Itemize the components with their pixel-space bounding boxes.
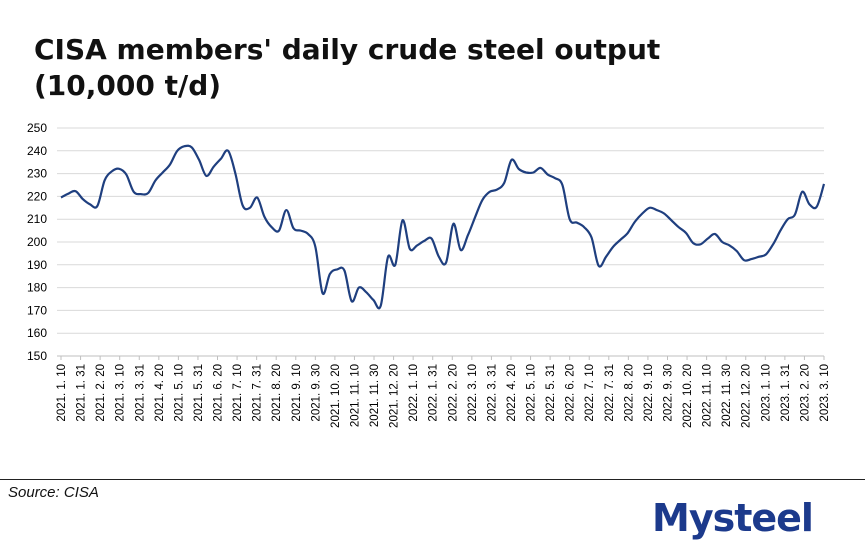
x-tick-label: 2021. 2. 20 xyxy=(95,364,107,422)
y-tick-label: 170 xyxy=(27,303,47,317)
y-tick-label: 150 xyxy=(27,349,47,363)
x-tick-label: 2021. 9. 10 xyxy=(291,364,303,422)
y-tick-label: 210 xyxy=(27,212,47,226)
x-tick-label: 2022. 6. 20 xyxy=(565,364,577,422)
y-tick-label: 200 xyxy=(27,235,47,249)
x-tick-label: 2022. 8. 20 xyxy=(623,364,635,422)
x-tick-label: 2022. 4. 20 xyxy=(506,364,518,422)
x-tick-label: 2022. 5. 31 xyxy=(545,364,557,422)
footer-divider xyxy=(0,479,865,480)
chart-subtitle: (10,000 t/d) xyxy=(34,69,222,102)
x-tick-label: 2021. 5. 10 xyxy=(173,364,185,422)
x-tick-label: 2022. 7. 10 xyxy=(584,364,596,422)
x-tick-label: 2023. 3. 10 xyxy=(819,364,831,422)
x-tick-label: 2022. 9. 30 xyxy=(663,364,675,422)
y-tick-label: 220 xyxy=(27,189,47,203)
x-tick-label: 2021. 4. 20 xyxy=(154,364,166,422)
x-tick-label: 2021. 5. 31 xyxy=(193,364,205,422)
x-tick-label: 2021. 7. 31 xyxy=(252,364,264,422)
y-tick-label: 160 xyxy=(27,326,47,340)
x-tick-label: 2022. 11. 30 xyxy=(721,364,733,427)
x-tick-label: 2021. 11. 10 xyxy=(350,364,362,427)
y-tick-label: 240 xyxy=(27,144,47,158)
x-tick-label: 2022. 1. 10 xyxy=(408,364,420,422)
x-tick-label: 2021. 1. 31 xyxy=(76,364,88,422)
source-note: Source: CISA xyxy=(8,484,99,501)
y-tick-label: 190 xyxy=(27,258,47,272)
x-tick-label: 2021. 8. 20 xyxy=(271,364,283,422)
x-tick-label: 2022. 1. 31 xyxy=(428,364,440,422)
chart-title-line: CISA members' daily crude steel output xyxy=(34,33,661,66)
x-tick-label: 2022. 7. 31 xyxy=(604,364,616,422)
x-tick-label: 2021. 11. 30 xyxy=(369,364,381,427)
x-tick-label: 2022. 9. 10 xyxy=(643,364,655,422)
x-tick-label: 2022. 3. 10 xyxy=(467,364,479,422)
y-tick-label: 180 xyxy=(27,281,47,295)
y-tick-label: 250 xyxy=(27,121,47,135)
y-tick-label: 230 xyxy=(27,167,47,181)
mysteel-logo: Mysteel xyxy=(652,496,814,540)
x-tick-label: 2022. 12. 20 xyxy=(741,364,753,428)
x-tick-label: 2021. 3. 10 xyxy=(115,364,127,422)
x-tick-label: 2022. 3. 31 xyxy=(486,364,498,422)
x-tick-label: 2021. 12. 20 xyxy=(389,364,401,428)
x-tick-label: 2021. 7. 10 xyxy=(232,364,244,422)
x-tick-label: 2022. 5. 10 xyxy=(526,364,538,422)
series-line xyxy=(60,144,826,310)
x-tick-label: 2023. 1. 10 xyxy=(760,364,772,422)
x-tick-label: 2021. 10. 20 xyxy=(330,364,342,428)
x-tick-label: 2022. 10. 20 xyxy=(682,364,694,428)
x-tick-label: 2022. 11. 10 xyxy=(702,364,714,427)
chart-title: CISA members' daily crude steel output (… xyxy=(34,32,794,104)
x-tick-label: 2023. 2. 20 xyxy=(799,364,811,422)
x-tick-label: 2021. 1. 10 xyxy=(56,364,68,422)
x-tick-label: 2022. 2. 20 xyxy=(447,364,459,422)
line-chart: 250 240 230 220 210 200 190 180 170 160 150 2021. 1… xyxy=(27,121,831,428)
x-tick-label: 2021. 6. 20 xyxy=(213,364,225,422)
x-tick-label: 2023. 1. 31 xyxy=(780,364,792,422)
x-tick-label: 2021. 3. 31 xyxy=(134,364,146,422)
x-tick-label: 2021. 9. 30 xyxy=(310,364,322,422)
